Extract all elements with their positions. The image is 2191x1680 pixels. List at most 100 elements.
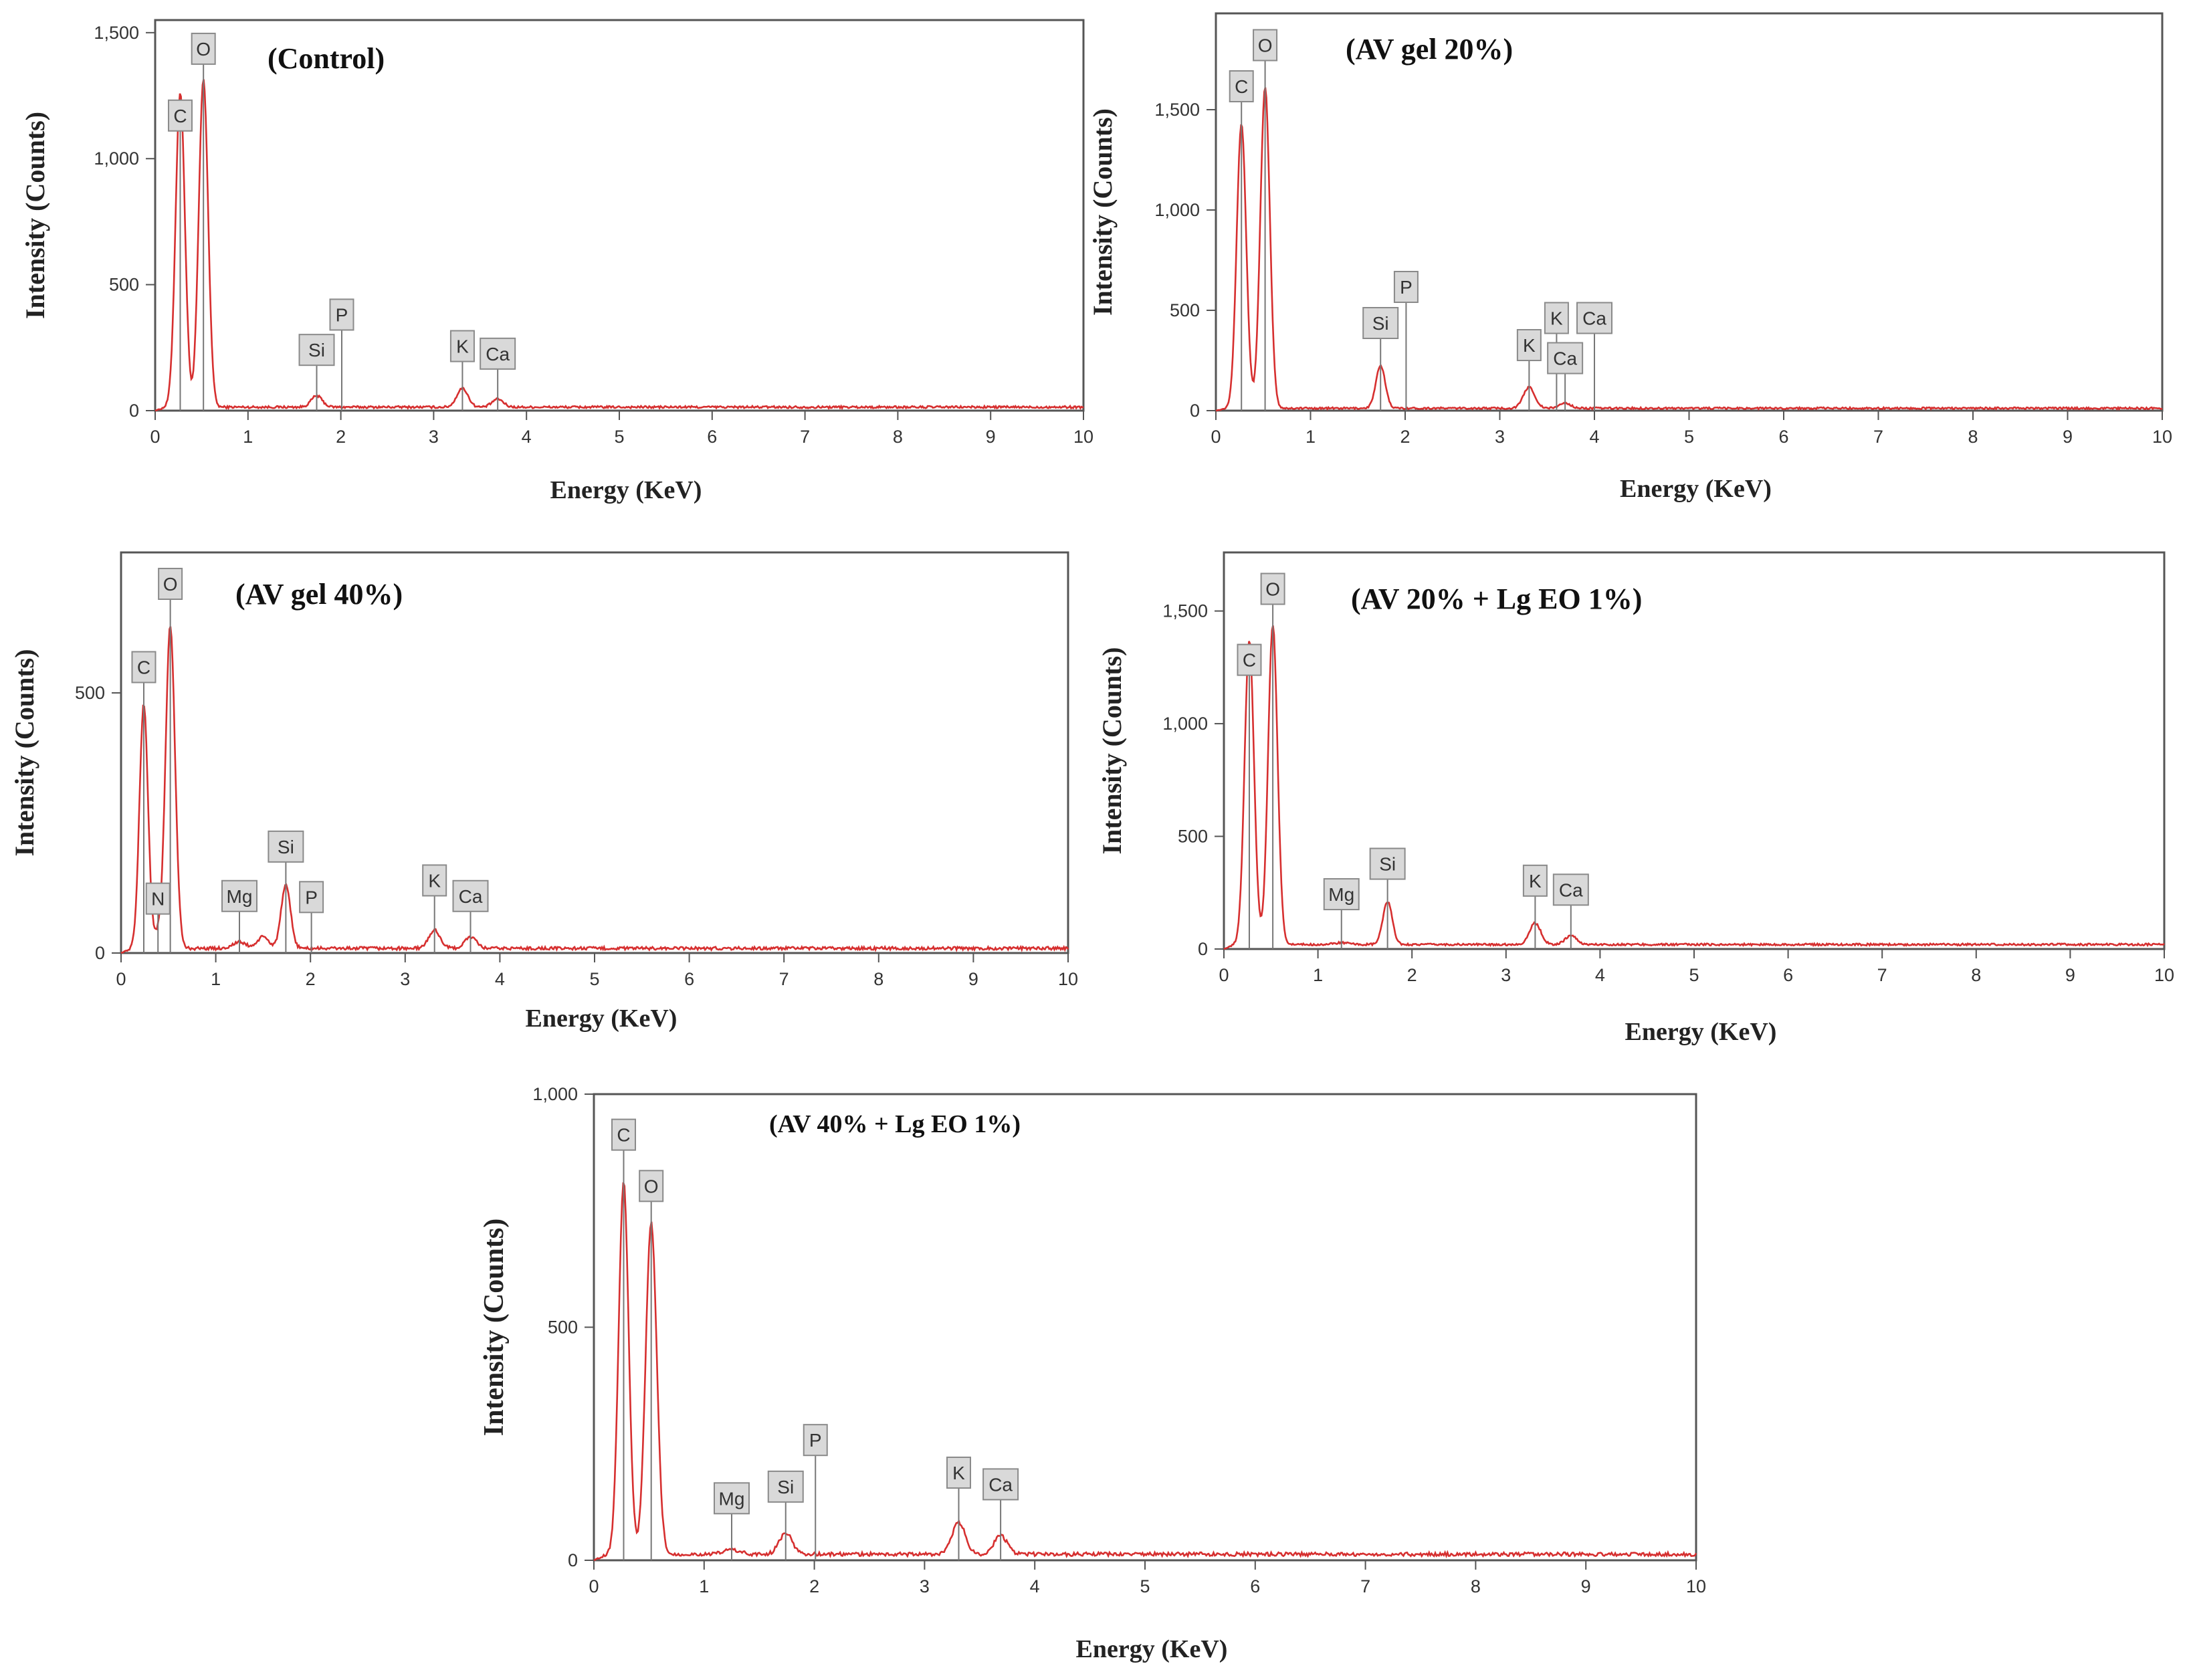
panel-title: (AV 20% + Lg EO 1%) xyxy=(1351,583,1642,615)
peak-label-n: N xyxy=(145,882,171,953)
peak-label-p: P xyxy=(329,298,354,411)
y-axis-title: Intensity (Counts) xyxy=(1087,108,1118,316)
y-tick-label: 1,000 xyxy=(532,1084,578,1104)
x-tick-label: 9 xyxy=(2063,427,2073,447)
peak-label-c: C xyxy=(1229,70,1254,411)
peak-label-box xyxy=(1393,271,1419,303)
peak-label-text: Mg xyxy=(227,886,253,907)
peak-label-k: K xyxy=(422,864,447,953)
x-tick-label: 1 xyxy=(1313,965,1323,985)
peak-label-text: K xyxy=(952,1463,965,1483)
x-tick-label: 1 xyxy=(243,427,253,447)
x-tick-label: 5 xyxy=(1140,1576,1150,1596)
peak-label-box xyxy=(422,864,447,897)
y-axis-title: Intensity (Counts) xyxy=(9,649,39,856)
peak-label-text: C xyxy=(1243,650,1256,671)
x-tick-label: 0 xyxy=(589,1576,599,1596)
x-axis-title: Energy (KeV) xyxy=(1076,1635,1228,1663)
y-tick-label: 1,500 xyxy=(1162,601,1208,621)
x-tick-label: 10 xyxy=(1073,427,1093,447)
x-tick-label: 3 xyxy=(429,427,439,447)
panel-title: (AV 40% + Lg EO 1%) xyxy=(769,1110,1021,1138)
x-tick-label: 3 xyxy=(1501,965,1511,985)
peak-label-text: K xyxy=(1529,871,1542,891)
y-tick-label: 1,500 xyxy=(1154,100,1200,120)
peak-label-ca: Ca xyxy=(1547,342,1584,411)
peak-label-box xyxy=(714,1482,750,1515)
x-tick-label: 9 xyxy=(986,427,996,447)
x-tick-label: 5 xyxy=(589,969,599,989)
x-tick-label: 10 xyxy=(2154,965,2174,985)
x-tick-label: 6 xyxy=(1250,1576,1260,1596)
peak-label-text: Ca xyxy=(988,1474,1013,1495)
peak-label-ca: Ca xyxy=(982,1468,1019,1560)
peak-label-box xyxy=(767,1470,804,1503)
x-tick-label: 6 xyxy=(1778,427,1788,447)
peak-label-p: P xyxy=(1393,271,1419,411)
peak-label-p: P xyxy=(299,881,324,953)
panel-title: (AV gel 20%) xyxy=(1346,33,1513,66)
peak-label-mg: Mg xyxy=(1323,878,1360,949)
peak-label-k: K xyxy=(1516,329,1542,411)
x-tick-label: 5 xyxy=(1689,965,1699,985)
peak-label-c: C xyxy=(131,651,156,953)
y-axis-title: Intensity (Counts) xyxy=(1097,647,1127,854)
peak-label-text: Ca xyxy=(459,886,483,907)
peak-label-box xyxy=(145,882,171,915)
peak-label-box xyxy=(329,298,354,331)
peak-label-box xyxy=(803,1424,828,1457)
peak-label-ca: Ca xyxy=(1552,873,1589,949)
y-tick-label: 0 xyxy=(1198,939,1208,959)
x-tick-label: 1 xyxy=(699,1576,709,1596)
peak-label-box xyxy=(1369,847,1406,880)
peak-label-box xyxy=(191,32,216,65)
y-tick-label: 500 xyxy=(1170,300,1200,320)
x-tick-label: 7 xyxy=(1873,427,1883,447)
x-tick-label: 4 xyxy=(1030,1576,1040,1596)
peak-label-text: P xyxy=(1400,277,1413,298)
peak-label-box xyxy=(1323,878,1360,911)
peak-label-text: Si xyxy=(278,837,294,857)
spectrum-line xyxy=(154,79,1084,412)
y-tick-label: 500 xyxy=(548,1318,578,1338)
x-tick-label: 7 xyxy=(1877,965,1887,985)
x-tick-label: 5 xyxy=(614,427,624,447)
x-tick-label: 1 xyxy=(1306,427,1316,447)
x-tick-label: 3 xyxy=(1495,427,1505,447)
peak-label-box xyxy=(946,1456,971,1489)
x-tick-label: 10 xyxy=(1058,969,1078,989)
x-tick-label: 9 xyxy=(968,969,978,989)
x-tick-label: 7 xyxy=(1360,1576,1370,1596)
x-tick-label: 0 xyxy=(116,969,126,989)
plot-frame xyxy=(120,551,1069,954)
spectrum-line xyxy=(593,1182,1697,1562)
peak-label-text: Si xyxy=(1379,854,1396,875)
peak-label-text: P xyxy=(809,1430,822,1451)
y-tick-label: 0 xyxy=(95,943,105,963)
x-tick-label: 4 xyxy=(495,969,505,989)
peak-label-text: N xyxy=(151,889,165,910)
x-tick-label: 2 xyxy=(306,969,316,989)
x-tick-label: 7 xyxy=(800,427,810,447)
peak-label-text: C xyxy=(173,106,187,126)
peak-label-ca: Ca xyxy=(452,879,489,953)
peak-label-box xyxy=(480,337,516,370)
peak-label-k: K xyxy=(946,1456,971,1560)
peak-label-box xyxy=(1260,572,1285,605)
peak-label-text: Ca xyxy=(1582,308,1606,329)
y-tick-label: 500 xyxy=(1178,827,1208,847)
peak-label-text: C xyxy=(1235,76,1248,97)
y-tick-label: 1,500 xyxy=(94,23,139,43)
peak-label-o: O xyxy=(191,32,216,411)
x-tick-label: 0 xyxy=(150,427,160,447)
y-tick-label: 1,000 xyxy=(94,148,139,169)
peak-label-k: K xyxy=(449,330,475,411)
x-axis-title: Energy (KeV) xyxy=(1625,1018,1777,1046)
x-tick-label: 2 xyxy=(1400,427,1410,447)
x-tick-label: 4 xyxy=(1589,427,1599,447)
x-tick-label: 2 xyxy=(809,1576,819,1596)
peak-label-text: Mg xyxy=(719,1488,745,1509)
panel-av-40-lg-eo-1: 0 1 2 3 4 5 6 7 8 9 10 0 500 1,000 C O Mg Si P K Ca (AV 40% +… xyxy=(479,1084,1706,1663)
peak-label-k: K xyxy=(1522,864,1548,949)
peak-label-si: Si xyxy=(1362,307,1399,411)
